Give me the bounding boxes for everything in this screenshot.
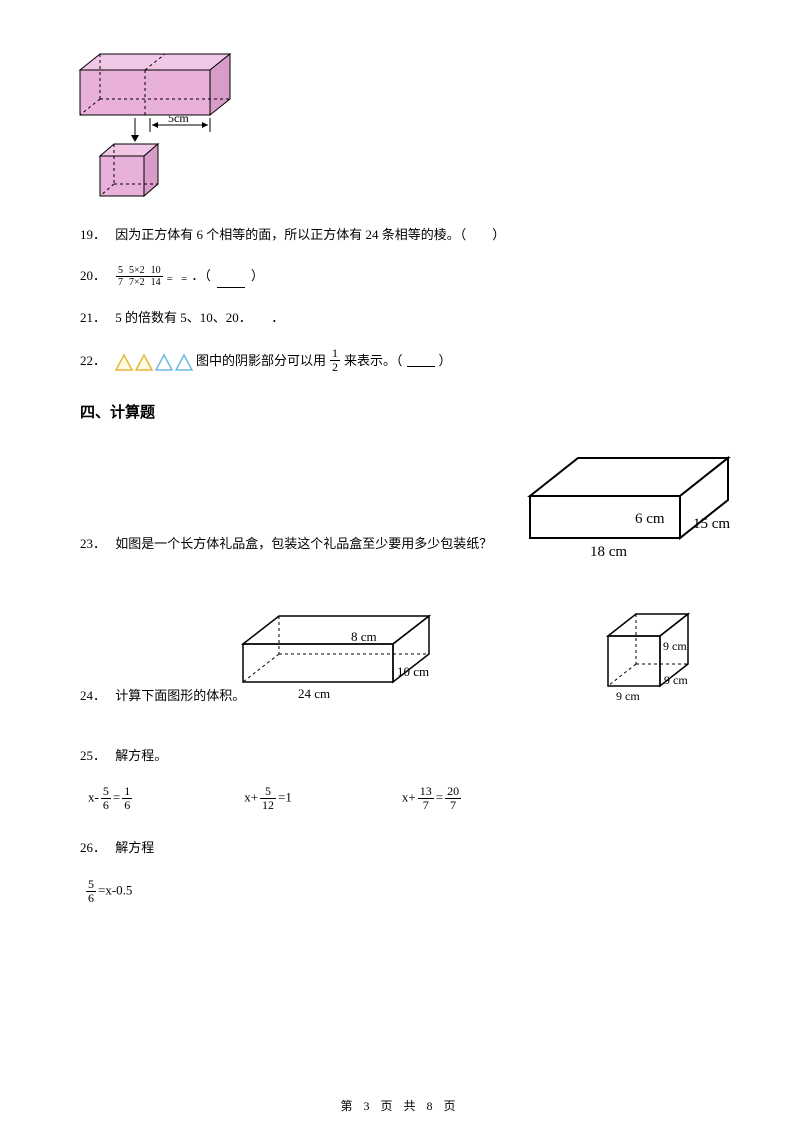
q23-text: 如图是一个长方体礼品盒，包装这个礼品盒至少要用多少包装纸？ <box>115 536 492 551</box>
q22-fraction: 1 2 <box>330 347 340 374</box>
q20-num: 20． <box>80 264 106 287</box>
question-22: 22． 图中的阴影部分可以用 1 2 来表示。（ ） <box>80 347 720 374</box>
question-21: 21． 5 的倍数有 5、10、20． ． <box>80 306 720 329</box>
question-23: 23． 如图是一个长方体礼品盒，包装这个礼品盒至少要用多少包装纸？ <box>80 532 492 555</box>
q23-num: 23． <box>80 536 106 551</box>
svg-text:24 cm: 24 cm <box>298 686 330 701</box>
q24-figures: 8 cm 24 cm 10 cm 9 cm 9 cm 9 cm 24． 计算下面… <box>80 596 720 726</box>
q26-text: 解方程 <box>115 840 154 855</box>
top-figure: 5cm <box>70 40 720 205</box>
q25-text: 解方程。 <box>115 748 167 763</box>
svg-text:9 cm: 9 cm <box>616 689 640 703</box>
q22-post: 来表示。（ <box>344 349 403 372</box>
svg-text:9 cm: 9 cm <box>663 639 687 653</box>
q21-text: 5 的倍数有 5、10、20． ． <box>115 310 284 325</box>
q24-box2: 9 cm 9 cm 9 cm <box>600 602 730 712</box>
q23-h: 6 cm <box>635 511 665 527</box>
svg-text:9 cm: 9 cm <box>664 673 688 687</box>
q23-l: 18 cm <box>590 544 627 560</box>
page-footer: 第 3 页 共 8 页 <box>0 1097 800 1114</box>
q25-eq1: x-56=16 <box>88 785 134 812</box>
svg-text:10 cm: 10 cm <box>397 664 429 679</box>
q26-fraction: 5 6 <box>86 878 96 905</box>
q22-num: 22． <box>80 349 106 372</box>
q22-post2: ） <box>439 349 452 372</box>
cuboid-and-cube-svg: 5cm <box>70 40 250 200</box>
q25-num: 25． <box>80 748 106 763</box>
q24-text: 计算下面图形的体积。 <box>115 688 245 703</box>
section-4-title: 四、计算题 <box>80 401 720 422</box>
q25-equations: x-56=16 x+512=1 x+137=207 <box>88 785 720 812</box>
q22-blank <box>407 355 435 368</box>
q25-eq2: x+512=1 <box>244 785 292 812</box>
q23-w: 15 cm <box>693 516 730 532</box>
question-26: 26． 解方程 <box>80 836 720 859</box>
q22-mid: 图中的阴影部分可以用 <box>196 349 326 372</box>
q20-blank <box>217 275 245 288</box>
question-24: 24． 计算下面图形的体积。 <box>80 684 245 707</box>
question-25: 25． 解方程。 <box>80 744 720 767</box>
q26-equation: 5 6 =x-0.5 <box>84 878 720 905</box>
question-20: 20． 5 5×2 10 7 7×2 14 = = ．（ ） <box>80 264 720 287</box>
q21-num: 21． <box>80 310 106 325</box>
question-19: 19． 因为正方体有 6 个相等的面，所以正方体有 24 条相等的棱。（ ） <box>80 223 720 246</box>
q26-rhs: =x-0.5 <box>98 882 132 897</box>
q26-num: 26． <box>80 840 106 855</box>
q24-box1: 8 cm 24 cm 10 cm <box>235 606 455 716</box>
svg-text:8 cm: 8 cm <box>351 629 377 644</box>
q23-box-figure: 6 cm 18 cm 15 cm <box>520 436 750 571</box>
q20-fraction-chain: 5 5×2 10 7 7×2 14 <box>116 265 163 288</box>
q20-suffix: ．（ <box>191 264 211 287</box>
q25-eq3: x+137=207 <box>402 785 463 812</box>
q19-num: 19． <box>80 227 106 242</box>
q22-triangles <box>114 349 194 372</box>
q24-num: 24． <box>80 688 106 703</box>
q19-text: 因为正方体有 6 个相等的面，所以正方体有 24 条相等的棱。（ ） <box>115 227 505 242</box>
cuboid-dim-label: 5cm <box>168 111 189 125</box>
q20-suffix2: ） <box>251 264 264 287</box>
